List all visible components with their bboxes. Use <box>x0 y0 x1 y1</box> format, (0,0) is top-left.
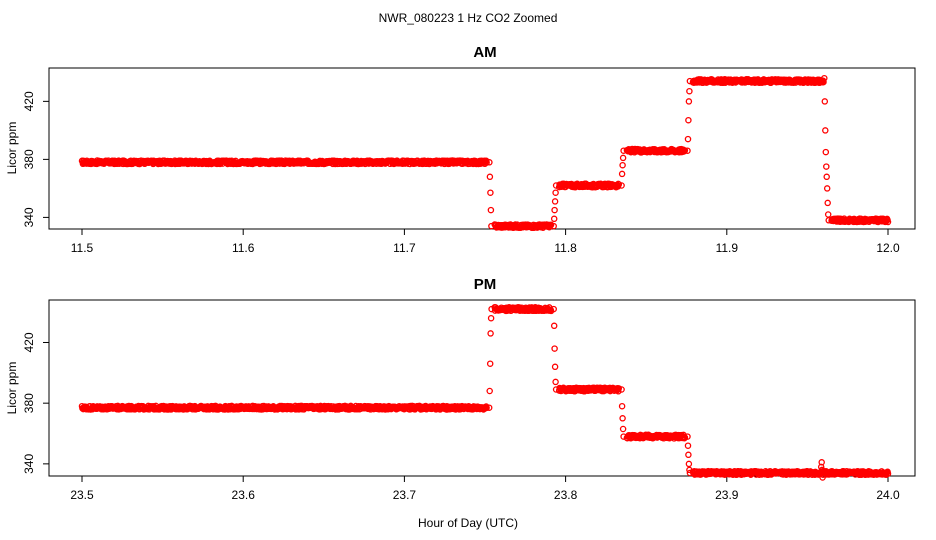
data-point <box>552 189 559 196</box>
data-point <box>684 135 692 143</box>
data-point <box>618 386 625 393</box>
panel-am-points <box>78 74 892 232</box>
panel-am-xtick-label: 11.5 <box>71 241 94 255</box>
data-point <box>619 154 627 162</box>
data-point <box>487 314 495 322</box>
data-point <box>483 404 490 412</box>
panel-pm-xtick-label: 24.0 <box>876 488 900 502</box>
panel-am-ytick-label: 340 <box>22 207 36 227</box>
data-point <box>686 77 694 85</box>
panel-pm: PM Licor ppm 23.5 23.6 23.7 23.8 23.9 24.0 340… <box>5 276 916 502</box>
data-point <box>684 433 691 440</box>
data-point <box>551 206 558 214</box>
panel-am-title: AM <box>473 44 496 61</box>
data-point <box>552 378 559 386</box>
data-point <box>822 127 829 134</box>
panel-am-ytick-label: 380 <box>22 149 36 169</box>
panel-am-frame <box>48 67 916 230</box>
panel-pm-frame <box>48 299 916 477</box>
data-point <box>685 451 692 459</box>
data-point <box>884 218 892 226</box>
data-point <box>685 116 692 124</box>
data-point <box>819 474 826 481</box>
data-point <box>485 404 493 411</box>
data-point <box>884 470 892 477</box>
panel-pm-xtick-label: 23.5 <box>70 488 94 502</box>
data-point <box>686 466 693 474</box>
data-point <box>825 217 832 224</box>
panel-pm-ytick-label: 380 <box>22 393 36 413</box>
data-point <box>483 159 490 166</box>
data-point <box>818 459 825 466</box>
data-point <box>615 388 622 395</box>
data-point <box>487 330 494 337</box>
panel-pm-ytick-label: 340 <box>22 454 36 474</box>
panel-am-xtick-label: 11.8 <box>554 241 577 255</box>
figure-title: NWR_080223 1 Hz CO2 Zoomed <box>379 11 558 25</box>
panel-am: AM Licor ppm 11.5 11.6 11.7 11.8 11.9 12.0 340… <box>5 44 916 255</box>
data-point <box>550 305 557 313</box>
data-point <box>551 363 559 371</box>
data-point <box>552 386 560 393</box>
data-point <box>620 147 627 154</box>
data-point <box>685 460 693 468</box>
data-point <box>550 215 558 223</box>
data-point <box>487 189 494 196</box>
panel-pm-ytick-label: 420 <box>22 332 36 352</box>
data-point <box>486 173 494 181</box>
data-point <box>824 211 832 218</box>
data-point <box>486 159 493 166</box>
data-point <box>684 147 691 154</box>
data-point <box>620 433 627 440</box>
data-point <box>821 98 829 105</box>
data-point <box>551 198 559 205</box>
panel-pm-xtick-label: 23.7 <box>393 488 417 502</box>
panel-pm-points <box>78 304 892 481</box>
data-point <box>824 199 831 207</box>
data-point <box>618 402 626 410</box>
data-point <box>552 182 560 189</box>
data-point <box>823 163 830 170</box>
panel-pm-xtick-label: 23.9 <box>715 488 739 502</box>
data-point <box>619 161 626 169</box>
data-point <box>551 345 558 352</box>
data-point <box>821 74 828 82</box>
data-point <box>619 425 627 433</box>
data-point <box>488 222 495 230</box>
data-point <box>822 148 830 156</box>
data-point <box>486 387 493 395</box>
data-point <box>685 98 693 105</box>
data-point <box>488 305 495 313</box>
data-point <box>684 442 692 449</box>
panel-am-xtick-label: 11.7 <box>393 241 416 255</box>
panel-pm-xtick-label: 23.6 <box>232 488 256 502</box>
panel-pm-title: PM <box>474 276 497 293</box>
data-point <box>618 182 625 189</box>
panel-am-axes: 11.5 11.6 11.7 11.8 11.9 12.0 340 380 420 <box>22 91 900 255</box>
panel-am-xtick-label: 11.6 <box>232 241 255 255</box>
panel-am-ytick-label: 420 <box>22 91 36 111</box>
data-point <box>487 206 495 214</box>
panel-am-ylabel: Licor ppm <box>5 122 19 175</box>
data-point <box>823 173 830 181</box>
panel-pm-xtick-label: 23.8 <box>554 488 578 502</box>
panel-am-xtick-label: 11.9 <box>716 241 739 255</box>
data-point <box>550 222 557 230</box>
panel-pm-axes: 23.5 23.6 23.7 23.8 23.9 24.0 340 380 420 <box>22 332 900 502</box>
panel-pm-ylabel: Licor ppm <box>5 362 19 415</box>
data-point <box>619 415 626 422</box>
figure-xlabel: Hour of Day (UTC) <box>418 516 518 530</box>
panel-am-xtick-label: 12.0 <box>876 241 900 255</box>
data-point <box>550 322 558 330</box>
data-point <box>686 87 693 95</box>
data-point <box>686 469 694 477</box>
data-point <box>618 170 626 178</box>
data-point <box>818 466 826 474</box>
data-point <box>823 185 831 192</box>
data-point <box>681 147 689 154</box>
data-point <box>486 360 494 367</box>
data-point <box>820 78 827 86</box>
